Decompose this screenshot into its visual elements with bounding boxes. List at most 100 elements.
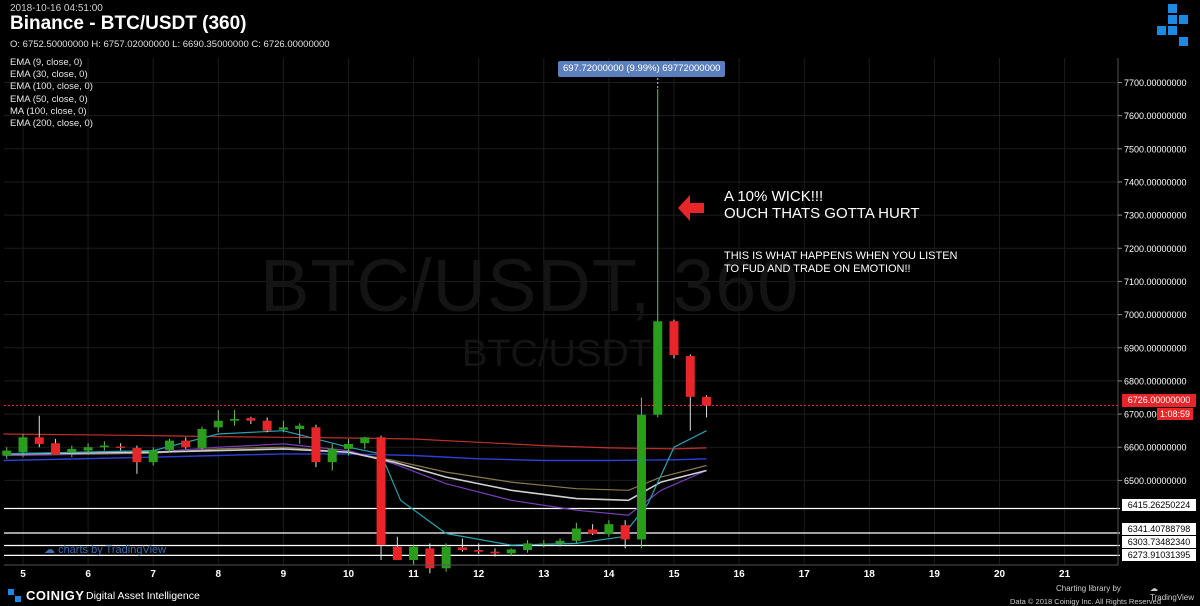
candle-body [376,437,386,546]
footer-tagline: Digital Asset Intelligence [86,590,200,602]
candle-body [506,549,516,554]
y-tick-label: 6600.00000000 [1124,443,1187,453]
x-tick-label: 5 [20,569,26,580]
y-tick-label: 7500.00000000 [1124,144,1187,154]
axes: 6500.00000000 6600.00000000 6700.00000000 6… [4,58,1187,580]
y-tick-label: 7300.00000000 [1124,211,1187,221]
ohlc-readout: O: 6752.50000000 H: 6757.02000000 L: 669… [10,39,330,50]
level-tag: 6273.91031395 [1122,549,1196,561]
candle-body [409,546,419,560]
watermark-symbol: BTC/USDT, 360 [260,244,800,327]
watermark-symbol-small: BTC/USDT [462,333,652,375]
candle-body [669,321,679,356]
candle-body [67,448,77,453]
last-price-tag: 6726.00000000 [1122,394,1196,407]
annotation-body-1: THIS IS WHAT HAPPENS WHEN YOU LISTEN [724,250,958,262]
candle-body [392,546,402,560]
y-tick-label: 6800.00000000 [1124,376,1187,386]
coinigy-footer-icon [8,589,21,602]
candle-body [295,425,305,430]
candle-body [604,524,614,535]
candle-body [360,437,370,444]
candle-body [132,447,142,463]
indicator-label[interactable]: EMA (50, close, 0) [10,93,88,105]
charting-library-credit: Charting library by [1056,584,1121,593]
candle-body [539,543,549,545]
x-tick-label: 14 [603,569,615,580]
candle-body [636,414,646,540]
candle-body [148,450,158,463]
x-tick-label: 19 [929,569,941,580]
grid [4,58,1118,565]
indicator-label[interactable]: EMA (9, close, 0) [10,57,83,68]
candle-body [311,427,321,463]
x-tick-label: 15 [668,569,680,580]
footer-brand[interactable]: COINIGY [26,588,85,603]
ema100-line [3,453,707,462]
ema30-line [3,443,707,516]
y-tick-label: 6700.00000000 [1124,410,1187,420]
candle-body [181,440,191,448]
candle-body [213,420,223,428]
candle-body [457,547,467,551]
candle-body [425,548,435,569]
y-tick-label: 7100.00000000 [1124,277,1187,287]
candle-body [51,443,61,455]
candle-body [344,443,353,449]
candle-body [230,419,240,421]
footer-bar [0,584,1200,606]
candle-body [702,396,712,406]
ema200-line [3,433,707,450]
y-tick-label: 7000.00000000 [1124,310,1187,320]
candle-body [490,551,500,554]
tradingview-cloud-icon: ☁ [44,544,55,556]
y-tick-label: 7600.00000000 [1124,111,1187,121]
wick-measure-tooltip: 697.72000000 (9.99%) 69772000000 [558,61,726,77]
candle-body [278,427,288,430]
tradingview-watermark[interactable]: ☁ charts by TradingView [44,543,166,556]
candle-body [18,437,28,453]
candle-body [34,437,44,444]
indicator-label[interactable]: MA (100, close, 0) [10,105,87,117]
candle-body [571,528,581,541]
candle-body [588,529,598,534]
x-tick-label: 21 [1059,569,1071,580]
candle-body [685,356,695,397]
x-tick-label: 7 [150,569,156,580]
candle-body [2,450,12,456]
x-tick-label: 12 [473,569,485,580]
indicator-label[interactable]: EMA (30, close, 0) [10,69,88,81]
candle-body [197,429,207,448]
y-tick-label: 7400.00000000 [1124,177,1187,187]
candle-body [116,446,126,448]
coinigy-logo-icon [1157,4,1188,46]
x-tick-label: 18 [864,569,876,580]
x-tick-label: 6 [85,569,91,580]
tradingview-credit[interactable]: ☁ TradingView [1150,584,1200,602]
tradingview-watermark-text: charts by TradingView [58,544,167,556]
tradingview-credit-text: TradingView [1150,593,1195,602]
x-tick-label: 16 [734,569,746,580]
x-tick-label: 9 [281,569,287,580]
indicator-label[interactable]: EMA (100, close, 0) [10,81,93,93]
candle-body [164,440,174,450]
candle-body [327,448,337,463]
y-tick-label: 6900.00000000 [1124,343,1187,353]
candle-body [83,447,93,451]
candle-body [441,546,451,569]
level-tag: 6303.73482340 [1122,536,1196,548]
annotation-body-2: TO FUD AND TRADE ON EMOTION!! [724,262,911,275]
candle-timer: 1:08:59 [1157,408,1193,420]
annotation-headline-1: A 10% WICK!!! [724,188,824,205]
ema50-line [3,446,707,491]
candle-body [555,540,565,544]
indicator-label[interactable]: EMA (200, close, 0) [10,118,93,130]
ma100-line [3,448,707,502]
red-arrow-icon [678,195,704,221]
x-tick-label: 10 [343,569,355,580]
candle-body [99,445,109,448]
coinigy-logo [1148,0,1200,48]
candle-body [620,525,630,540]
x-tick-label: 20 [994,569,1006,580]
